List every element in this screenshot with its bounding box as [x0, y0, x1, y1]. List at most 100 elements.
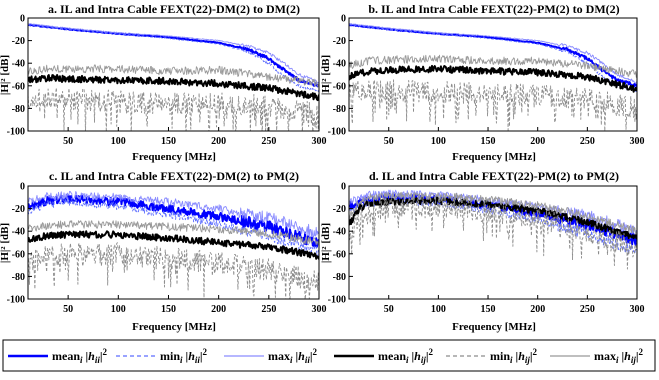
x-tick-label: 150 — [481, 304, 496, 315]
series-line-6 — [349, 54, 637, 78]
y-tick-label: -60 — [12, 81, 25, 92]
legend-label: meani |hii|2 — [52, 347, 108, 365]
y-tick-label: -60 — [333, 249, 346, 260]
legend-label: mini |hii|2 — [160, 347, 208, 365]
legend-entry-1: meani |hii|2 — [8, 347, 108, 365]
x-tick-label: 200 — [211, 304, 226, 315]
series-group — [349, 23, 637, 131]
legend-label: maxi |hii|2 — [268, 347, 318, 365]
series-line-3 — [28, 190, 319, 238]
panel-title: b. IL and Intra Cable FEXT(22)-PM(2) to … — [368, 2, 619, 16]
x-tick-label: 150 — [481, 136, 496, 147]
legend-label: maxi |hij|2 — [594, 347, 644, 365]
plot-frame — [27, 185, 320, 300]
panel-title: c. IL and Intra Cable FEXT(22)-DM(2) to … — [49, 169, 299, 183]
y-tick-label: 0 — [341, 182, 346, 193]
y-tick-label: -80 — [12, 272, 25, 283]
y-tick-label: -80 — [333, 104, 346, 115]
legend-entry-5: mini |hij|2 — [446, 347, 538, 365]
y-tick-label: -20 — [12, 36, 25, 47]
y-axis-label: |H|² [dB] — [320, 55, 332, 95]
y-axis-label: |H|² [dB] — [0, 223, 11, 263]
series-line-5 — [349, 79, 637, 131]
y-tick-label: -40 — [12, 227, 25, 238]
x-tick-label: 300 — [312, 136, 327, 147]
series-group — [28, 23, 319, 131]
x-axis-label: Frequency [MHz] — [452, 151, 536, 163]
series-line-2 — [28, 197, 319, 257]
y-tick-label: -100 — [7, 295, 25, 306]
plot-frame — [348, 17, 638, 132]
y-tick-label: -80 — [12, 104, 25, 115]
legend-label: mini |hij|2 — [490, 347, 538, 365]
x-tick-label: 50 — [63, 136, 73, 147]
x-tick-label: 250 — [580, 136, 595, 147]
y-tick-label: -100 — [7, 127, 25, 138]
y-axis-label: |H|² [dB] — [0, 55, 11, 95]
series-line-5 — [28, 242, 319, 299]
legend-box — [2, 339, 656, 372]
x-tick-label: 50 — [384, 304, 394, 315]
legend-entry-6: maxi |hij|2 — [550, 347, 644, 365]
x-tick-label: 100 — [431, 136, 446, 147]
series-line-5 — [28, 87, 319, 131]
x-tick-label: 200 — [530, 136, 545, 147]
x-tick-label: 150 — [161, 136, 176, 147]
x-tick-label: 250 — [580, 304, 595, 315]
x-tick-label: 300 — [312, 304, 327, 315]
y-tick-label: -40 — [333, 59, 346, 70]
y-tick-label: -40 — [12, 59, 25, 70]
x-tick-label: 100 — [111, 136, 126, 147]
x-tick-label: 250 — [261, 136, 276, 147]
legend-entry-4: meani |hij|2 — [334, 347, 434, 365]
series-line-5 — [349, 194, 637, 270]
x-tick-label: 300 — [630, 136, 645, 147]
x-axis-label: Frequency [MHz] — [132, 321, 216, 333]
y-tick-label: -60 — [333, 81, 346, 92]
plot-frame — [348, 185, 638, 300]
panel-title: a. IL and Intra Cable FEXT(22)-DM(2) to … — [48, 2, 300, 16]
y-tick-label: 0 — [20, 182, 25, 193]
series-line-4 — [28, 230, 319, 260]
legend-entry-2: mini |hii|2 — [116, 347, 208, 365]
series-line-1 — [28, 193, 319, 248]
y-tick-label: -100 — [328, 295, 346, 306]
plot-frame — [27, 17, 320, 132]
y-tick-label: 0 — [341, 14, 346, 25]
series-line-2 — [28, 24, 319, 92]
y-axis-label: |H|² [dB] — [320, 223, 332, 263]
panel-title: d. IL and Intra Cable FEXT(22)-PM(2) to … — [369, 169, 619, 183]
chart-panel-1: a. IL and Intra Cable FEXT(22)-DM(2) to … — [0, 2, 327, 163]
x-tick-label: 200 — [530, 304, 545, 315]
series-line-6 — [349, 191, 637, 235]
y-tick-label: -100 — [328, 127, 346, 138]
series-line-3 — [349, 23, 637, 84]
legend: meani |hii|2 mini |hii|2 maxi |hii|2 meani … — [2, 339, 656, 372]
chart-panel-2: b. IL and Intra Cable FEXT(22)-PM(2) to … — [320, 2, 645, 163]
series-line-6 — [28, 220, 319, 246]
x-tick-label: 100 — [111, 304, 126, 315]
x-tick-label: 50 — [63, 304, 73, 315]
x-tick-label: 150 — [161, 304, 176, 315]
legend-label: meani |hij|2 — [378, 347, 434, 365]
x-axis-label: Frequency [MHz] — [452, 321, 536, 333]
x-tick-label: 50 — [384, 136, 394, 147]
y-tick-label: -60 — [12, 249, 25, 260]
series-line-4 — [349, 64, 637, 93]
y-tick-label: -20 — [12, 204, 25, 215]
y-tick-label: -80 — [333, 272, 346, 283]
series-line-2 — [349, 24, 637, 93]
series-line-4 — [28, 74, 319, 102]
y-tick-label: 0 — [20, 14, 25, 25]
series-group — [28, 190, 319, 299]
y-tick-label: -20 — [333, 36, 346, 47]
x-tick-label: 250 — [261, 304, 276, 315]
series-line-1 — [28, 23, 319, 88]
x-tick-label: 300 — [630, 304, 645, 315]
series-line-3 — [28, 23, 319, 84]
series-line-6 — [28, 64, 319, 88]
series-group — [349, 189, 637, 270]
y-tick-label: -20 — [333, 204, 346, 215]
